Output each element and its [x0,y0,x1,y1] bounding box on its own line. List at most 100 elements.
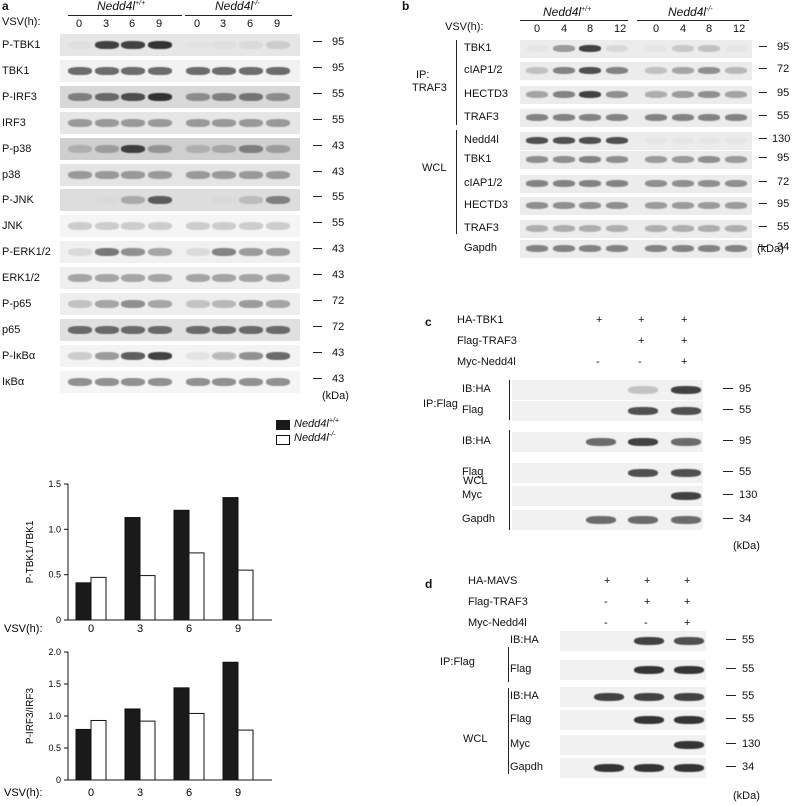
blot-row-label: P-ERK1/2 [2,246,51,259]
blot-band [645,156,667,163]
blot-band [68,196,92,205]
blot-band [674,693,704,701]
mw-label: 55 [739,466,752,478]
blot-band [121,92,145,101]
blot-band [553,114,575,121]
condition-sign: + [684,596,691,608]
group-label-ko-b: Nedd4l-/- [668,5,713,19]
blot-row-label: Gapdh [510,761,544,773]
blot-band [68,118,92,127]
bar [90,719,107,781]
timepoint-label: 0 [653,23,660,35]
mw-label: 95 [739,383,752,395]
blot-band [239,351,263,360]
blot-row-label: Myc [510,738,531,750]
mw-tick [723,409,733,410]
blot-band [212,196,236,205]
blot-band [672,180,694,187]
y-tick-label: 0.5 [48,570,61,580]
bar [188,712,205,781]
blot-band [725,67,747,74]
blot-band [212,41,236,49]
mw-label: 55 [742,713,755,725]
mw-label: 55 [332,191,345,204]
blot-strip [520,62,752,80]
blot-band [148,41,172,49]
mw-tick [726,668,736,669]
blot-band [148,248,172,257]
blot-row-label: P-IRF3 [2,90,37,103]
condition-label: HA-TBK1 [457,314,504,326]
blot-band [212,300,236,308]
blot-strip [520,240,752,258]
blot-strip [60,267,300,290]
condition-sign: + [681,356,688,368]
blot-row-label: IB:HA [510,634,539,646]
blot-band [579,225,601,232]
blot-band [95,144,119,153]
timepoint-label: 8 [706,23,713,35]
timepoint-label: 4 [561,23,568,35]
blot-band [68,170,92,179]
group-label-wt-a: Nedd4l+/+ [97,0,146,13]
blot-band [526,245,548,252]
condition-sign: + [644,596,651,608]
blot-strip [512,432,703,452]
mw-tick [726,718,736,719]
mw-tick [313,66,322,68]
condition-sign: - [644,617,648,629]
blot-band [68,144,92,153]
mw-label: 55 [777,110,790,122]
blot-strip [60,85,300,108]
blot-strip [60,293,300,315]
blot-band [672,45,694,52]
blot-band [725,114,747,121]
blot-band [553,225,575,232]
mw-label: 95 [739,435,752,447]
mw-tick [759,203,767,204]
mw-label: 55 [739,404,752,416]
blot-band [239,118,263,127]
blot-band [95,41,119,49]
blot-row-label: IRF3 [2,116,26,129]
timepoint-label: 0 [534,23,541,35]
mw-tick [759,115,767,116]
blot-band [628,469,658,477]
mw-label: 55 [742,690,755,702]
y-tick-label: 0 [56,615,61,625]
group-line-wt-a [68,15,182,16]
blot-band [212,248,236,257]
blot-band [266,377,290,386]
blot-band [95,248,119,257]
condition-sign: + [681,335,688,347]
blot-band [212,351,236,360]
blot-band [553,45,575,52]
timepoint-label: 9 [156,18,163,30]
mw-tick [313,196,322,198]
blot-strip [512,510,703,530]
blot-band [148,325,172,334]
blot-row-label: P-p65 [2,298,32,310]
blot-band [95,92,119,101]
timepoint-label: 9 [274,18,281,30]
blot-band [121,377,145,386]
blot-band [645,67,667,74]
condition-sign: + [604,575,611,587]
blot-band [672,156,694,163]
blot-band [698,156,720,163]
y-tick-label: 2.0 [48,647,61,657]
mw-tick [723,388,733,389]
mw-tick [759,246,767,247]
blot-row-label: p38 [2,168,21,181]
blot-band [674,716,704,724]
ip-bracket-c [509,380,510,420]
blot-band [606,45,628,52]
timepoint-label: 3 [220,18,227,30]
blot-strip [60,137,300,160]
blot-band [672,202,694,209]
blot-band [526,91,548,98]
mw-label: 55 [332,87,345,100]
blot-band [645,91,667,98]
mw-tick [759,181,767,182]
blot-band [553,67,575,74]
